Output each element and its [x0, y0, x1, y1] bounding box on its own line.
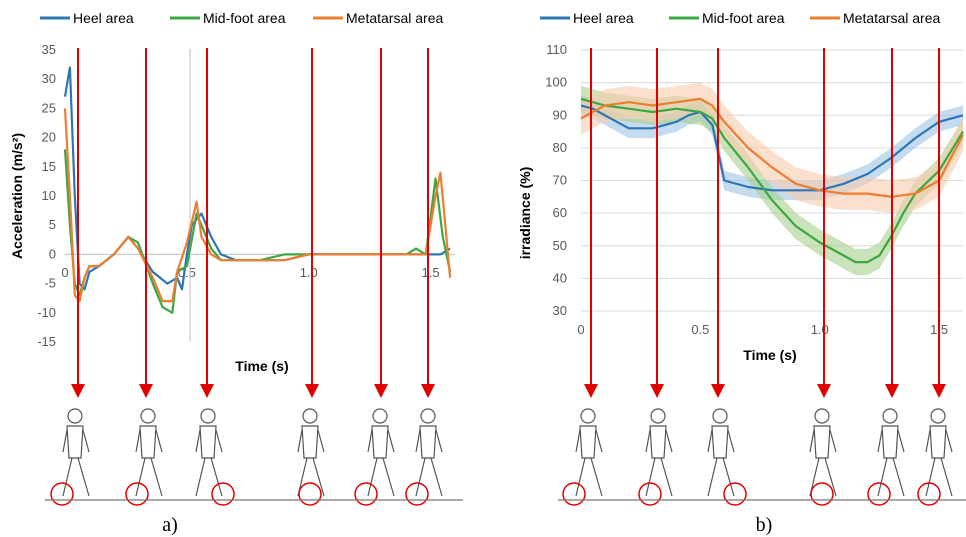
grid-b: [581, 49, 963, 312]
y-tick-label-a: 15: [42, 159, 56, 174]
y-tick-label-a: 5: [49, 217, 56, 232]
legend-a-midfoot-label: Mid-foot area: [203, 10, 286, 26]
y-tick-label-b: 40: [553, 270, 567, 285]
foot-highlight-circle: [50, 482, 74, 506]
x-tick-label-a: 1.0: [300, 265, 318, 280]
foot-highlight-circle: [298, 482, 322, 506]
x-ticks-b: 00.51.01.5: [577, 322, 948, 337]
phase-arrowhead: [584, 384, 598, 398]
y-tick-label-a: -5: [44, 276, 56, 291]
y-ticks-a: 35 30 25 20 15 10 5 0 -5 -10 -15: [37, 42, 56, 349]
foot-highlight-circle: [917, 482, 941, 506]
walker-figure: [367, 408, 395, 497]
y-tick-label-b: 30: [553, 303, 567, 318]
legend-a: Heel area Mid-foot area Metatarsal area: [40, 10, 443, 26]
foot-highlight-circle: [211, 482, 235, 506]
gait-arrows-b: [584, 48, 946, 398]
x-tick-label-b: 0: [577, 322, 584, 337]
phase-arrowhead: [421, 384, 435, 398]
panel-label-a: a): [162, 514, 178, 536]
foot-highlight-circle: [354, 482, 378, 506]
y-axis-label-a: Acceleration (m/s²): [9, 133, 25, 259]
y-tick-label-a: 20: [42, 130, 56, 145]
legend-a-metatarsal-label: Metatarsal area: [346, 10, 443, 26]
x-tick-label-b: 0.5: [691, 322, 709, 337]
y-tick-label-b: 70: [553, 173, 567, 188]
series-line-midfoot-b: [580, 97, 964, 264]
y-tick-label-b: 60: [553, 205, 567, 220]
walker-figure: [925, 408, 953, 497]
y-tick-label-a: 25: [42, 100, 56, 115]
walker-figures-a: [45, 408, 463, 506]
walker-figures-b: [558, 408, 966, 506]
y-tick-label-b: 80: [553, 140, 567, 155]
y-tick-label-b: 100: [545, 75, 567, 90]
phase-arrowhead: [650, 384, 664, 398]
y-tick-label-a: 30: [42, 71, 56, 86]
y-tick-label-a: 35: [42, 42, 56, 57]
y-tick-label-a: 0: [49, 246, 56, 261]
legend-b-metatarsal-label: Metatarsal area: [843, 10, 940, 26]
y-ticks-b: 110 100 90 80 70 60 50 40 30: [545, 42, 567, 318]
foot-highlight-circle: [867, 482, 891, 506]
foot-highlight-circle: [723, 482, 747, 506]
y-tick-label-b: 110: [546, 42, 567, 57]
x-ticks-a: 0 0.5 1.0 1.5: [61, 265, 439, 280]
legend-b-midfoot-label: Mid-foot area: [702, 10, 785, 26]
walker-figure: [135, 408, 163, 497]
foot-highlight-circle: [562, 482, 586, 506]
phase-arrowhead: [374, 384, 388, 398]
walker-figure: [575, 408, 603, 497]
walker-figure: [645, 408, 673, 497]
phase-arrowhead: [711, 384, 725, 398]
legend-b-heel-label: Heel area: [573, 10, 634, 26]
phase-arrowhead: [817, 384, 831, 398]
walker-figure: [415, 408, 443, 497]
chart-a: Heel area Mid-foot area Metatarsal area …: [9, 10, 463, 536]
series-line-metatarsal-a: [63, 108, 452, 303]
x-tick-label-b: 1.0: [811, 322, 829, 337]
phase-arrowhead: [139, 384, 153, 398]
series-line-midfoot-a: [63, 149, 452, 314]
foot-highlight-circle: [810, 482, 834, 506]
walker-figure: [877, 408, 905, 497]
foot-highlight-circle: [638, 482, 662, 506]
phase-arrowhead: [885, 384, 899, 398]
x-tick-label-a: 0: [61, 265, 68, 280]
phase-arrowhead: [71, 384, 85, 398]
y-tick-label-a: -15: [37, 334, 56, 349]
y-tick-label-a: -10: [37, 305, 56, 320]
series-line-heel-a: [63, 66, 451, 291]
x-axis-label-a: Time (s): [235, 358, 288, 374]
legend-b: Heel area Mid-foot area Metatarsal area: [540, 10, 940, 26]
phase-arrowhead: [305, 384, 319, 398]
legend-a-heel-label: Heel area: [73, 10, 134, 26]
series-a: [63, 66, 452, 314]
walker-figure: [195, 408, 223, 497]
phase-arrowhead: [200, 384, 214, 398]
x-axis-label-b: Time (s): [743, 347, 796, 363]
y-tick-label-b: 50: [553, 238, 567, 253]
x-tick-label-a: 1.5: [422, 265, 440, 280]
walker-figure: [62, 408, 90, 497]
y-tick-label-b: 90: [553, 107, 567, 122]
band-metatarsal-b: [581, 82, 963, 214]
series-line-heel-b: [580, 104, 964, 192]
gait-arrows-a: [71, 48, 435, 398]
foot-highlight-circle: [405, 482, 429, 506]
y-tick-label-a: 10: [42, 188, 56, 203]
phase-arrowhead: [932, 384, 946, 398]
walker-figure: [707, 408, 735, 497]
y-axis-label-b: irradiance (%): [517, 167, 533, 260]
foot-highlight-circle: [125, 482, 149, 506]
chart-b: Heel area Mid-foot area Metatarsal area …: [517, 10, 966, 536]
panel-label-b: b): [756, 514, 773, 536]
